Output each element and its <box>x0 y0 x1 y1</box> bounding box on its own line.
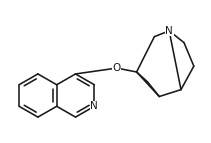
Text: N: N <box>165 26 173 36</box>
Text: N: N <box>91 101 98 111</box>
Text: O: O <box>113 63 121 73</box>
